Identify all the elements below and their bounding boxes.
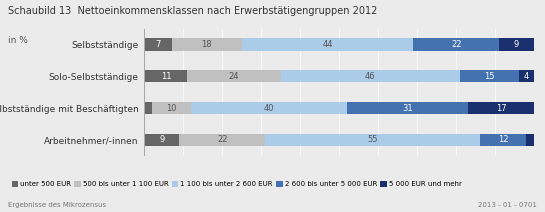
Bar <box>144 134 179 146</box>
Bar <box>179 134 265 146</box>
Text: 18: 18 <box>202 40 212 49</box>
Text: 9: 9 <box>514 40 519 49</box>
Legend: unter 500 EUR, 500 bis unter 1 100 EUR, 1 100 bis unter 2 600 EUR, 2 600 bis unt: unter 500 EUR, 500 bis unter 1 100 EUR, … <box>11 181 462 187</box>
Text: 17: 17 <box>495 104 506 113</box>
Bar <box>460 70 518 82</box>
Bar <box>347 102 468 114</box>
Bar <box>172 39 242 51</box>
Text: 12: 12 <box>498 135 508 144</box>
Bar <box>281 70 460 82</box>
Bar <box>526 134 534 146</box>
Text: 15: 15 <box>484 72 494 81</box>
Text: in %: in % <box>8 36 28 45</box>
Text: 44: 44 <box>322 40 333 49</box>
Text: 2013 - 01 - 0701: 2013 - 01 - 0701 <box>478 202 537 208</box>
Bar <box>499 39 534 51</box>
Text: 22: 22 <box>451 40 462 49</box>
Bar <box>480 134 526 146</box>
Text: Schaubild 13  Nettoeinkommensklassen nach Erwerbstätigengruppen 2012: Schaubild 13 Nettoeinkommensklassen nach… <box>8 6 378 16</box>
Text: Ergebnisse des Mikrozensus: Ergebnisse des Mikrozensus <box>8 202 106 208</box>
Bar <box>518 70 534 82</box>
Bar <box>468 102 534 114</box>
Text: 46: 46 <box>365 72 376 81</box>
Text: 7: 7 <box>155 40 161 49</box>
Text: 24: 24 <box>229 72 239 81</box>
Text: 22: 22 <box>217 135 228 144</box>
Bar <box>242 39 413 51</box>
Text: 11: 11 <box>161 72 171 81</box>
Bar <box>152 102 191 114</box>
Text: 31: 31 <box>402 104 413 113</box>
Text: 55: 55 <box>367 135 378 144</box>
Bar <box>191 102 347 114</box>
Bar <box>187 70 281 82</box>
Text: 10: 10 <box>166 104 177 113</box>
Text: 9: 9 <box>159 135 165 144</box>
Bar <box>144 70 187 82</box>
Bar <box>413 39 499 51</box>
Text: 40: 40 <box>264 104 274 113</box>
Bar <box>265 134 480 146</box>
Bar <box>144 102 152 114</box>
Bar <box>144 39 172 51</box>
Text: 4: 4 <box>524 72 529 81</box>
